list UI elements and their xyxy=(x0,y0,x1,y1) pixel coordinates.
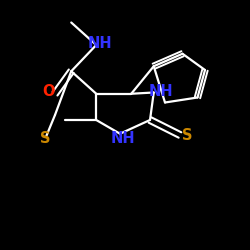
Text: NH: NH xyxy=(110,131,135,146)
Text: NH: NH xyxy=(149,84,174,99)
Text: NH: NH xyxy=(88,36,112,51)
Text: S: S xyxy=(182,128,193,142)
Text: S: S xyxy=(40,131,50,146)
Text: O: O xyxy=(42,84,55,99)
